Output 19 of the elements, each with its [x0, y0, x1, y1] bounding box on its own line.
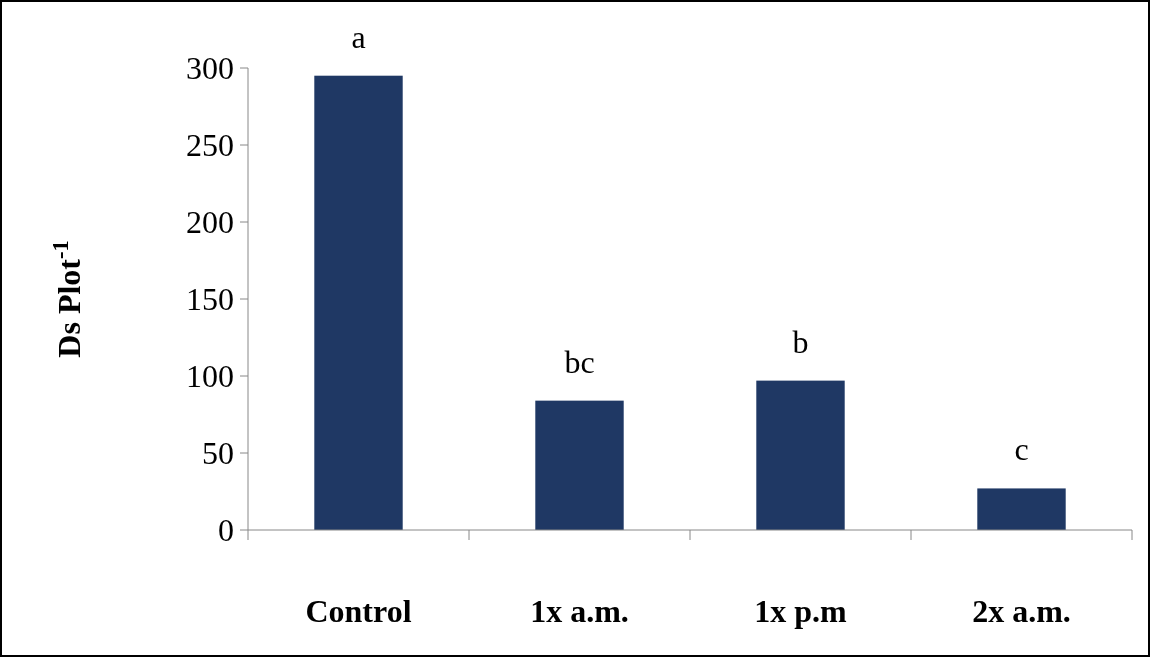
x-tick-label: 1x a.m.	[530, 593, 629, 629]
x-tick-label: 1x p.m	[754, 593, 848, 629]
annotation: a	[351, 18, 366, 55]
y-tick-label: 50	[202, 435, 234, 472]
y-tick-label: 150	[186, 281, 234, 318]
y-tick-label: 200	[186, 204, 234, 241]
bar	[977, 488, 1066, 530]
annotation: b	[792, 323, 809, 360]
bar	[314, 75, 403, 530]
x-tick-label: Control	[305, 593, 412, 629]
annotation: bc	[564, 343, 595, 380]
y-tick-label: 0	[218, 512, 234, 549]
x-tick-label: 2x a.m.	[972, 593, 1071, 629]
y-tick-label: 300	[186, 50, 234, 87]
y-tick-label: 250	[186, 127, 234, 164]
bar	[535, 400, 624, 530]
y-tick-label: 100	[186, 358, 234, 395]
annotation: c	[1014, 431, 1029, 468]
bar	[756, 380, 845, 530]
